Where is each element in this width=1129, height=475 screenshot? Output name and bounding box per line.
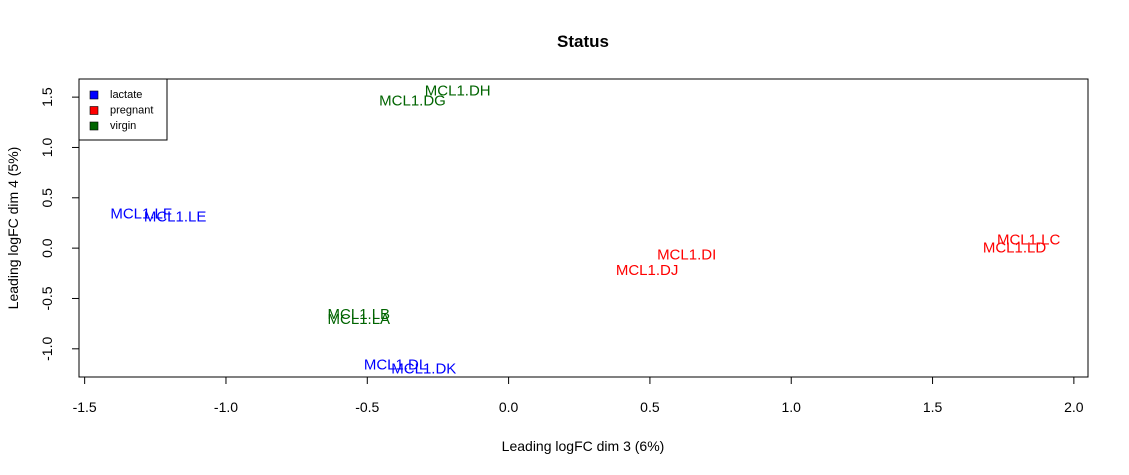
- point-label: MCL1.LD: [983, 240, 1047, 257]
- y-tick-label: -1.0: [39, 337, 55, 361]
- plot-frame: [78, 78, 1089, 378]
- x-tick-label: 2.0: [1064, 399, 1084, 415]
- point-label: MCL1.LF: [110, 205, 172, 222]
- point-label: MCL1.DK: [391, 360, 456, 377]
- point-label: MCL1.LA: [328, 311, 391, 328]
- point-label: MCL1.DI: [657, 247, 716, 264]
- point-label: MCL1.LC: [997, 232, 1061, 249]
- x-tick-label: 0.5: [640, 399, 660, 415]
- point-label: MCL1.DL: [364, 356, 427, 373]
- legend-swatch: [89, 121, 99, 131]
- chart-title: Status: [557, 32, 609, 51]
- point-label: MCL1.LB: [328, 306, 391, 323]
- point-label: MCL1.DH: [425, 83, 491, 100]
- x-tick-label: -1.5: [73, 399, 97, 415]
- x-tick-label: 1.5: [923, 399, 943, 415]
- legend-label: virgin: [110, 120, 136, 132]
- legend: lactate pregnant virgin: [78, 78, 168, 141]
- y-tick-label: 0.5: [39, 188, 55, 208]
- point-labels: MCL1.DGMCL1.DHMCL1.LFMCL1.LEMCL1.DIMCL1.…: [110, 83, 1060, 378]
- y-axis-label: Leading logFC dim 4 (5%): [5, 147, 21, 310]
- point-label: MCL1.DJ: [616, 262, 679, 279]
- x-tick-label: -0.5: [355, 399, 379, 415]
- y-tick-label: -0.5: [39, 286, 55, 310]
- x-tick-label: 1.0: [782, 399, 802, 415]
- x-tick-label: 0.0: [499, 399, 519, 415]
- legend-swatch: [89, 106, 99, 115]
- y-tick-label: 1.0: [39, 138, 55, 158]
- y-axis: -1.0 -0.5 0.0 0.5 1.0 1.5: [39, 87, 80, 361]
- x-tick-label: -1.0: [214, 399, 238, 415]
- legend-swatch: [89, 90, 99, 100]
- point-label: MCL1.DG: [379, 93, 446, 110]
- point-label: MCL1.LE: [144, 208, 207, 225]
- x-axis-label: Leading logFC dim 3 (6%): [502, 438, 665, 454]
- legend-label: pregnant: [110, 105, 153, 117]
- y-tick-label: 1.5: [39, 87, 55, 107]
- legend-label: lactate: [110, 89, 142, 101]
- y-tick-label: 0.0: [39, 238, 55, 258]
- x-axis: -1.5 -1.0 -0.5 0.0 0.5 1.0 1.5 2.0: [73, 376, 1084, 415]
